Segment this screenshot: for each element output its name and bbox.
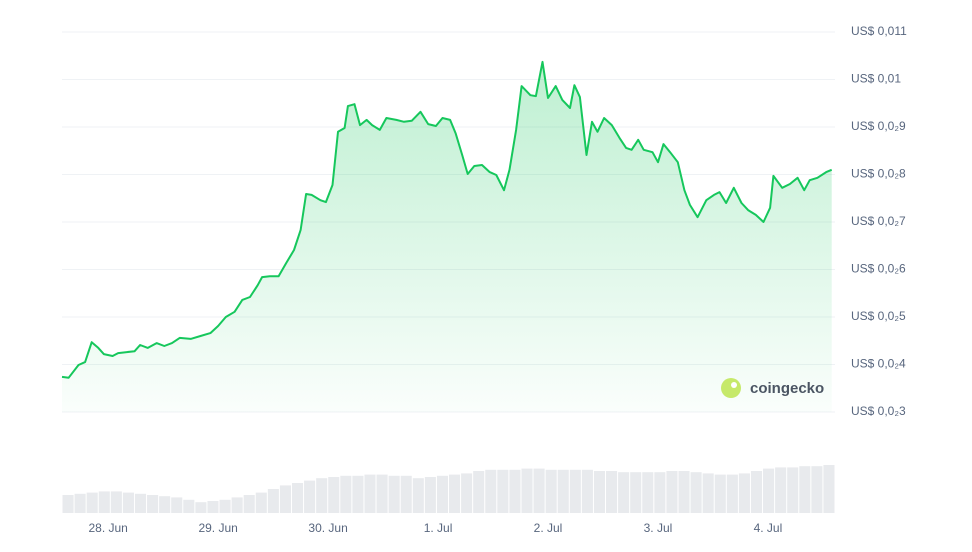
volume-bar xyxy=(630,472,642,513)
price-area xyxy=(62,61,832,413)
volume-bar xyxy=(485,469,497,513)
volume-bar xyxy=(714,474,726,513)
volume-bar xyxy=(473,471,485,513)
volume-bar xyxy=(412,478,424,513)
logo-eye xyxy=(731,382,737,388)
volume-bar xyxy=(110,491,122,513)
y-tick-label: US$ 0,0₂8 xyxy=(851,167,906,181)
volume-bar xyxy=(726,474,738,513)
volume-bar xyxy=(750,471,763,513)
volume-bar xyxy=(787,467,799,513)
x-tick-label: 29. Jun xyxy=(198,521,237,535)
volume-bar xyxy=(557,469,569,513)
volume-bar xyxy=(811,466,823,513)
volume-bar xyxy=(678,471,690,513)
y-tick-label: US$ 0,0₂5 xyxy=(851,309,906,323)
volume-bar xyxy=(690,472,702,513)
x-tick-label: 4. Jul xyxy=(754,521,783,535)
volume-bar xyxy=(183,499,195,513)
volume-bar xyxy=(159,496,171,513)
volume-bar xyxy=(461,473,473,513)
y-tick-label: US$ 0,0₂3 xyxy=(851,404,906,418)
volume-bar xyxy=(400,475,412,513)
volume-bar xyxy=(62,495,74,513)
y-tick-label: US$ 0,0₂4 xyxy=(851,357,906,371)
x-tick-label: 28. Jun xyxy=(88,521,127,535)
volume-bar xyxy=(509,469,521,513)
volume-bar xyxy=(388,475,400,513)
volume-bar xyxy=(763,468,775,513)
volume-bar xyxy=(521,468,533,513)
volume-bar xyxy=(304,480,316,513)
x-tick-label: 1. Jul xyxy=(424,521,453,535)
volume-bar xyxy=(74,493,86,513)
volume-bar xyxy=(775,467,787,513)
volume-bar xyxy=(738,473,750,513)
logo-icon xyxy=(721,378,741,398)
volume-bar xyxy=(195,502,207,513)
volume-bar xyxy=(134,493,147,513)
volume-bar xyxy=(207,501,219,513)
volume-bar xyxy=(642,472,654,513)
volume-bar xyxy=(340,475,352,513)
y-tick-label: US$ 0,0₂9 xyxy=(851,119,906,133)
volume-bar xyxy=(666,471,678,513)
volume-bar xyxy=(436,475,448,513)
volume-bar xyxy=(654,472,666,513)
x-tick-label: 3. Jul xyxy=(644,521,673,535)
plot xyxy=(61,60,833,413)
volume-bar xyxy=(823,465,835,513)
labels: US$ 0,011 US$ 0,01 US$ 0,0₂9 US$ 0,0₂8 US$ 0… xyxy=(88,24,907,535)
y-tick-label: US$ 0,011 xyxy=(851,24,907,38)
volume-bar xyxy=(424,477,436,513)
volume-bar xyxy=(316,478,328,513)
y-tick-label: US$ 0,0₂6 xyxy=(851,262,906,276)
watermark: coingecko xyxy=(721,378,824,398)
volume-bar xyxy=(328,477,340,513)
volume-bar xyxy=(606,471,618,513)
volume-bar xyxy=(98,491,110,513)
y-tick-label: US$ 0,01 xyxy=(851,72,901,86)
x-tick-label: 2. Jul xyxy=(534,521,563,535)
volume-bar xyxy=(533,468,545,513)
volume-bar xyxy=(171,497,183,513)
volume-bar xyxy=(352,475,364,513)
price-line xyxy=(61,60,833,379)
volume-bar xyxy=(231,497,243,513)
volume-bar xyxy=(243,495,255,513)
volume-bars xyxy=(62,465,835,513)
volume-bar xyxy=(279,485,291,513)
volume-bar xyxy=(291,483,304,513)
volume-bar xyxy=(618,472,630,513)
volume-bar xyxy=(147,495,159,513)
watermark-text: coingecko xyxy=(750,380,824,397)
y-tick-label: US$ 0,0₂7 xyxy=(851,214,906,228)
volume-bar xyxy=(702,473,714,513)
volume-bar xyxy=(364,474,376,513)
volume-bar xyxy=(581,469,593,513)
volume-bar xyxy=(267,489,279,513)
volume-bar xyxy=(255,492,267,513)
volume-bar xyxy=(497,469,509,513)
volume-bar xyxy=(799,466,811,513)
volume-bar xyxy=(449,474,461,513)
volume-bar xyxy=(86,492,98,513)
volume-bar xyxy=(219,499,231,513)
volume-bar xyxy=(593,471,606,513)
volume-bar xyxy=(569,469,581,513)
x-tick-label: 30. Jun xyxy=(308,521,347,535)
volume-bar xyxy=(545,469,557,513)
volume-bar xyxy=(122,492,134,513)
volume-bar xyxy=(376,474,388,513)
